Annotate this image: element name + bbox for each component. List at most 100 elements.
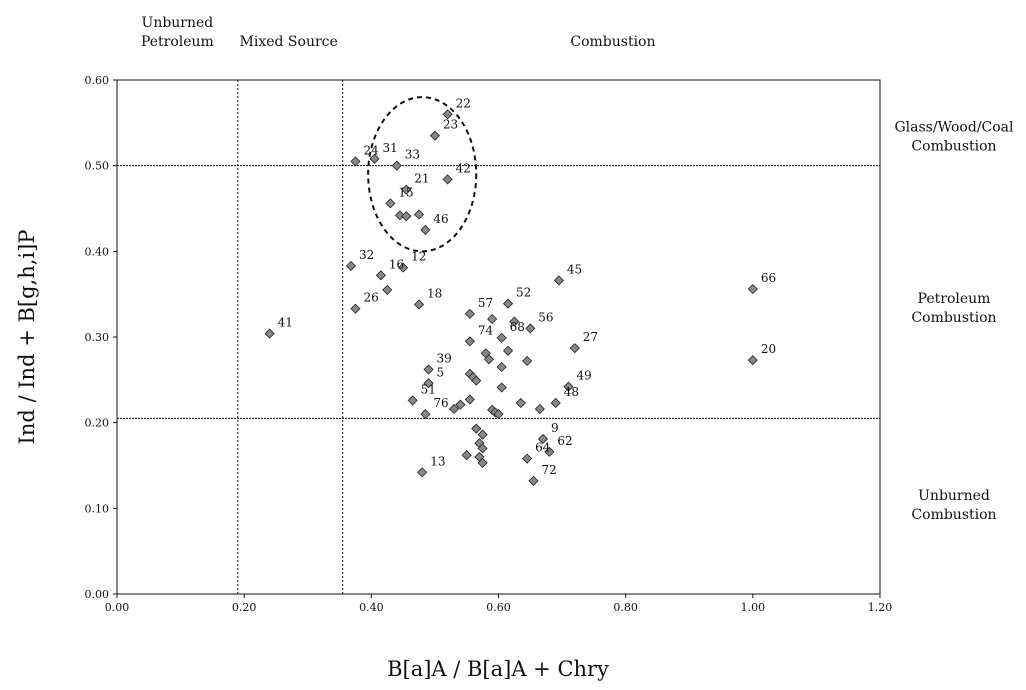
y-tick-label: 0.50 <box>85 160 110 173</box>
y-tick-label: 0.10 <box>85 502 110 515</box>
point-label: 21 <box>414 172 429 186</box>
point-label: 45 <box>567 262 582 276</box>
data-point <box>375 270 386 281</box>
data-point <box>455 399 466 410</box>
data-point <box>345 260 357 271</box>
data-point <box>544 446 555 457</box>
right-region-label: Glass/Wood/Coal <box>894 120 1014 136</box>
data-point <box>398 262 409 273</box>
point-label: 13 <box>430 454 445 468</box>
data-point <box>471 423 482 434</box>
point-label: 68 <box>510 320 525 334</box>
cluster-ellipse <box>367 96 478 253</box>
point-label: 18 <box>427 286 442 300</box>
data-point <box>429 130 440 141</box>
data-point <box>382 284 393 295</box>
y-tick-label: 0.00 <box>85 588 110 601</box>
point-label: 22 <box>456 96 471 110</box>
x-axis-title: B[a]A / B[a]A + Chry <box>387 657 609 681</box>
data-point <box>464 394 475 405</box>
data-point <box>534 403 545 415</box>
data-point <box>442 174 453 185</box>
data-point <box>528 475 539 486</box>
point-label: 27 <box>583 330 598 344</box>
x-axis-ticks: 0.00 0.20 0.40 0.60 0.80 1.00 1.20 <box>105 594 893 614</box>
data-point <box>385 198 396 209</box>
data-point <box>487 313 498 325</box>
data-point <box>496 382 507 393</box>
y-tick-label: 0.60 <box>85 74 110 87</box>
y-tick-label: 0.40 <box>85 245 110 258</box>
point-label: 48 <box>564 385 579 399</box>
data-point <box>413 299 425 310</box>
right-region-label: Unburned <box>918 488 990 504</box>
right-region-label: Combustion <box>911 507 996 523</box>
point-label: 72 <box>541 463 556 477</box>
data-point <box>394 210 406 221</box>
data-point <box>522 453 533 464</box>
point-label: 16 <box>389 257 404 271</box>
point-label: 20 <box>761 342 776 356</box>
point-label: 42 <box>456 161 471 175</box>
point-label: 64 <box>535 441 551 455</box>
data-point <box>264 328 275 339</box>
data-point <box>522 355 533 367</box>
x-tick-label: 0.80 <box>613 601 638 614</box>
data-point <box>350 156 361 167</box>
data-point <box>464 336 475 347</box>
x-tick-label: 0.00 <box>105 601 130 614</box>
x-tick-label: 0.60 <box>486 601 511 614</box>
data-point <box>747 355 758 366</box>
right-region-label: Petroleum <box>918 291 991 307</box>
data-point <box>464 308 475 319</box>
data-point <box>477 443 488 454</box>
data-point <box>461 450 472 461</box>
data-point <box>448 403 460 415</box>
data-point <box>369 153 380 164</box>
data-point <box>407 395 418 406</box>
data-point <box>420 409 431 420</box>
top-region-label: Petroleum <box>141 34 214 50</box>
data-point <box>483 354 495 365</box>
data-point <box>537 433 549 445</box>
data-point <box>515 397 526 409</box>
point-label: 5 <box>437 365 445 379</box>
data-point <box>493 409 504 420</box>
point-label: 46 <box>433 212 448 226</box>
data-point <box>401 184 412 195</box>
data-point <box>550 397 561 409</box>
data-point <box>502 345 514 356</box>
data-point <box>525 323 536 334</box>
point-label: 23 <box>443 118 458 132</box>
data-point <box>423 364 434 375</box>
point-label: 41 <box>278 316 293 330</box>
x-tick-label: 1.20 <box>868 601 893 614</box>
point-label: 49 <box>576 369 591 383</box>
point-label: 33 <box>405 148 420 162</box>
data-point <box>563 381 574 392</box>
point-label: 66 <box>761 271 776 285</box>
data-point <box>477 457 488 468</box>
data-point <box>442 109 453 120</box>
y-tick-label: 0.20 <box>85 417 110 430</box>
data-point <box>496 332 507 343</box>
top-region-label: Unburned <box>142 15 214 31</box>
point-label: 9 <box>551 421 559 435</box>
point-label: 57 <box>478 296 493 310</box>
point-label: 52 <box>516 286 531 300</box>
data-point <box>417 467 428 478</box>
y-tick-label: 0.30 <box>85 331 110 344</box>
point-label: 12 <box>411 250 426 264</box>
point-label: 24 <box>363 143 379 157</box>
point-label: 56 <box>538 310 553 324</box>
x-tick-label: 0.40 <box>359 601 384 614</box>
data-point <box>413 209 425 220</box>
data-points <box>264 109 758 486</box>
point-label: 39 <box>437 352 452 366</box>
data-point <box>420 224 431 235</box>
right-region-labels: Glass/Wood/Coal Combustion Petroleum Combus… <box>894 120 1014 523</box>
point-label: 62 <box>557 434 572 448</box>
data-point <box>496 361 507 373</box>
